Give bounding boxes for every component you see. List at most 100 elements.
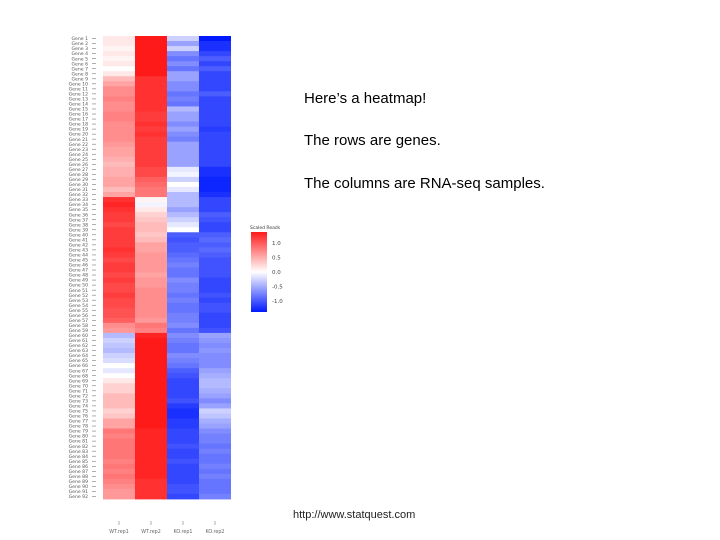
sample-label: WT.rep1 xyxy=(109,529,129,535)
heatmap-cell xyxy=(167,141,199,148)
heatmap-cell xyxy=(199,237,231,243)
gene-label: Gene 43 xyxy=(69,247,89,253)
heatmap-cell xyxy=(167,242,199,248)
gene-label: Gene 22 xyxy=(69,142,89,148)
heatmap-cell xyxy=(167,197,199,203)
gene-label: Gene 61 xyxy=(69,338,89,344)
heatmap-cell xyxy=(167,121,199,127)
heatmap-cell xyxy=(103,66,135,72)
heatmap-cell xyxy=(199,217,231,223)
heatmap-cell xyxy=(135,156,167,163)
heatmap-cell xyxy=(199,247,231,253)
heatmap-cell xyxy=(167,393,199,399)
heatmap-cell xyxy=(103,383,135,389)
legend-title: Scaled Reads xyxy=(250,225,281,231)
heatmap-cell xyxy=(103,91,135,97)
heatmap-cell xyxy=(167,443,199,450)
heatmap-cell xyxy=(103,478,135,485)
heatmap-cell xyxy=(167,373,199,379)
heatmap-cell xyxy=(103,161,135,168)
heatmap-cell xyxy=(135,373,167,379)
heatmap-cell xyxy=(167,478,199,485)
gene-label: Gene 72 xyxy=(69,393,89,399)
source-url: http://www.statquest.com xyxy=(293,509,416,521)
heatmap-cell xyxy=(135,478,167,485)
heatmap-cell xyxy=(199,282,231,289)
heatmap-cell xyxy=(103,468,135,475)
heatmap-cell xyxy=(135,272,167,278)
heatmap-cell xyxy=(199,393,231,399)
heatmap-cell xyxy=(135,141,167,148)
slide-note-rows: The rows are genes. xyxy=(304,132,441,149)
gene-label: Gene 34 xyxy=(69,202,89,208)
heatmap-cell xyxy=(135,222,167,228)
gene-label: Gene 58 xyxy=(69,323,89,329)
gene-label: Gene 52 xyxy=(69,293,89,299)
heatmap-cell xyxy=(135,363,167,369)
gene-label: Gene 68 xyxy=(69,373,89,379)
heatmap-cell xyxy=(135,418,167,424)
heatmap-cell xyxy=(135,458,167,465)
heatmap-cell xyxy=(199,473,231,480)
heatmap-cell xyxy=(167,433,199,440)
heatmap-cell xyxy=(167,413,199,419)
gene-label: Gene 78 xyxy=(69,424,89,430)
heatmap-cell xyxy=(135,262,167,268)
heatmap-cell xyxy=(103,121,135,127)
heatmap-cell xyxy=(103,41,135,47)
heatmap-cell xyxy=(135,111,167,117)
heatmap-cell xyxy=(103,312,135,319)
heatmap-cell xyxy=(103,61,135,67)
heatmap-cell xyxy=(167,267,199,273)
gene-label: Gene 84 xyxy=(69,454,89,460)
gene-label: Gene 48 xyxy=(69,273,89,279)
heatmap-cell xyxy=(103,116,135,122)
gene-label: Gene 42 xyxy=(69,242,89,248)
heatmap-cell xyxy=(103,277,135,283)
heatmap-cell xyxy=(103,473,135,480)
heatmap-cell xyxy=(135,237,167,243)
heatmap-cell xyxy=(135,106,167,112)
heatmap-cell xyxy=(103,227,135,233)
gene-label: Gene 46 xyxy=(69,263,89,269)
heatmap-cell xyxy=(135,473,167,480)
gene-label: Gene 73 xyxy=(69,398,89,404)
heatmap-cell xyxy=(135,488,167,495)
heatmap-cell xyxy=(135,116,167,122)
heatmap-cell xyxy=(103,302,135,309)
heatmap-cell xyxy=(103,327,135,334)
heatmap-cell xyxy=(199,342,231,349)
heatmap-cell xyxy=(199,423,231,429)
heatmap-cell xyxy=(199,267,231,273)
heatmap-cell xyxy=(199,222,231,228)
heatmap-cell xyxy=(199,272,231,278)
heatmap-cell xyxy=(135,56,167,62)
heatmap-cell xyxy=(199,36,231,42)
heatmap-cell xyxy=(199,161,231,168)
heatmap-cell xyxy=(167,111,199,117)
heatmap-cell xyxy=(167,297,199,304)
heatmap-cell xyxy=(167,368,199,374)
gene-label: Gene 82 xyxy=(69,444,89,450)
heatmap-cell xyxy=(199,111,231,117)
heatmap-cell xyxy=(135,463,167,470)
heatmap-cell xyxy=(135,181,167,188)
heatmap-cell xyxy=(167,292,199,299)
gene-label: Gene 8 xyxy=(71,71,88,77)
heatmap-cell xyxy=(199,378,231,384)
heatmap-cell xyxy=(199,176,231,183)
gene-label: Gene 60 xyxy=(69,333,89,339)
gene-label: Gene 23 xyxy=(69,147,89,153)
gene-label: Gene 13 xyxy=(69,97,89,103)
heatmap-cell xyxy=(135,368,167,374)
heatmap-cell xyxy=(167,41,199,47)
heatmap-cell xyxy=(103,166,135,173)
heatmap-cell xyxy=(103,353,135,359)
heatmap-cell xyxy=(103,101,135,107)
heatmap-cell xyxy=(167,186,199,193)
heatmap-cells xyxy=(103,36,231,500)
gene-label: Gene 32 xyxy=(69,192,89,198)
heatmap-cell xyxy=(167,337,199,344)
heatmap-cell xyxy=(199,131,231,138)
